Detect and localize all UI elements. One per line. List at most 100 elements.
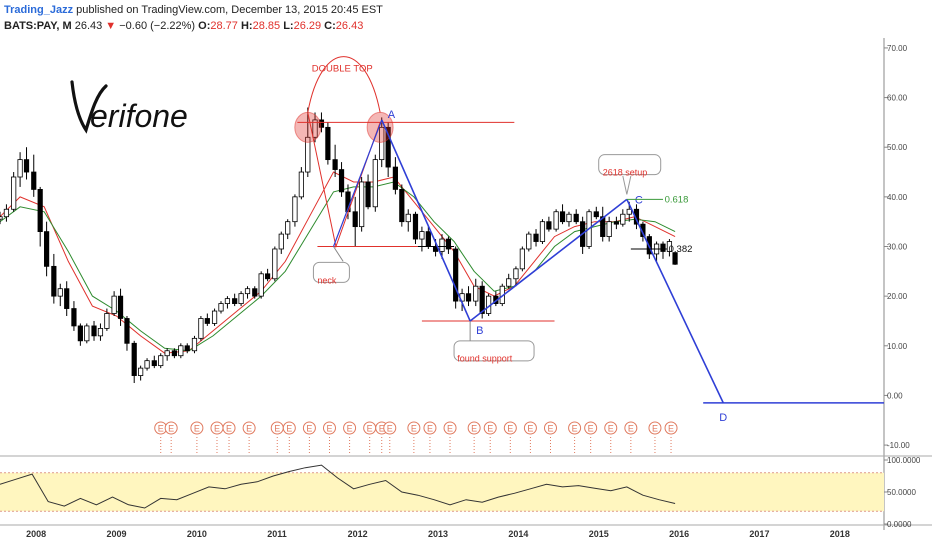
event-badge-label: E <box>194 424 200 434</box>
verifone-logo: erifone <box>70 80 188 134</box>
point-b-label: B <box>476 325 483 337</box>
fib-618-label: 0.618 <box>665 194 689 205</box>
candle-down <box>31 171 37 190</box>
candle-up <box>272 248 278 280</box>
event-badge-label: E <box>668 424 674 434</box>
open-value: 28.77 <box>210 20 238 32</box>
event-badge <box>164 421 178 435</box>
candle-up <box>566 213 572 223</box>
candle-down <box>412 213 419 240</box>
candle-up <box>158 355 164 367</box>
event-badge-label: E <box>326 424 332 434</box>
event-badge-label: E <box>507 424 513 434</box>
candle-up <box>211 310 218 324</box>
candle-down <box>332 159 338 170</box>
candle-down <box>399 189 405 223</box>
time-tick-label: 2016 <box>669 529 689 539</box>
time-tick-label: 2014 <box>508 529 528 539</box>
candle-down <box>151 360 157 367</box>
candle-up <box>379 126 385 161</box>
candle-down <box>600 216 606 237</box>
candle-down <box>533 233 539 242</box>
candle-up <box>526 233 532 250</box>
candle-down <box>425 231 431 247</box>
candle-down <box>91 325 97 337</box>
candle-down <box>232 298 238 304</box>
oscillator-tick-label: 0.0000 <box>887 520 912 529</box>
low-label: L: <box>283 20 294 32</box>
event-badge-label: E <box>527 424 533 434</box>
double-top-marker-1 <box>294 111 322 143</box>
candle-up <box>285 221 291 235</box>
candle-down <box>318 119 325 128</box>
event-badge-label: E <box>588 424 594 434</box>
event-badge <box>322 421 336 435</box>
oscillator-tick-label: 50.0000 <box>887 488 916 497</box>
candle-up <box>3 208 10 218</box>
candle-up <box>473 285 479 302</box>
candle-down <box>445 238 452 250</box>
candle-down <box>64 288 70 309</box>
chart-header: Trading_Jazz published on TradingView.co… <box>0 0 932 36</box>
candle-up <box>372 159 378 208</box>
event-badge <box>222 421 236 435</box>
candle-down <box>171 350 177 357</box>
price-axis: 70.00 60.00 50.00 40.00 30.00 20.00 10.00 0.00 -… <box>884 44 921 529</box>
candle-up <box>0 216 3 220</box>
low-value: 26.29 <box>293 20 322 32</box>
candle-up <box>419 231 425 240</box>
candle-up <box>97 328 104 337</box>
time-tick-label: 2015 <box>589 529 609 539</box>
author-link[interactable]: Trading_Jazz <box>4 4 74 16</box>
candle-down <box>131 342 137 376</box>
event-badge <box>423 421 437 435</box>
candle-up <box>57 288 63 297</box>
event-badge <box>302 421 316 435</box>
candle-up <box>439 238 445 252</box>
time-tick-label: 2012 <box>348 529 368 539</box>
event-badge <box>568 421 582 435</box>
candle-up <box>11 176 17 210</box>
candle-down <box>660 243 666 252</box>
symbol-line: BATS:PAY, M 26.43 ▼ −0.60 (−2.22%) O:28.… <box>4 20 363 32</box>
change-arrow-icon: ▼ <box>105 20 117 32</box>
oscillator-tick-label: 100.0000 <box>887 456 921 465</box>
setup-callout-pointer <box>622 175 632 195</box>
candle-up <box>258 273 264 297</box>
candle-down <box>465 293 472 302</box>
time-tick-label: 2011 <box>267 529 287 539</box>
candle-down <box>593 211 599 218</box>
symbol-label[interactable]: BATS:PAY, M <box>4 20 72 32</box>
candle-up <box>191 337 198 352</box>
candle-up <box>104 313 110 329</box>
candle-down <box>124 318 130 344</box>
price-tick-label: 70.00 <box>887 44 908 53</box>
publish-line: Trading_Jazz published on TradingView.co… <box>4 4 383 16</box>
candle-down <box>672 252 678 265</box>
event-badge <box>543 421 557 435</box>
close-value: 26.43 <box>335 20 364 32</box>
candle-up <box>244 288 251 295</box>
price-tick-label: 0.00 <box>887 391 903 400</box>
price-tick-label: 20.00 <box>887 292 908 301</box>
event-badge <box>282 421 296 435</box>
candle-up <box>292 196 298 223</box>
setup-callout-box <box>598 154 662 176</box>
price-tick-label: 50.00 <box>887 143 908 152</box>
event-badge <box>467 421 481 435</box>
event-badge-label: E <box>411 424 417 434</box>
point-a-label: A <box>388 109 396 121</box>
event-badge-label: E <box>168 424 174 434</box>
time-tick-label: 2009 <box>107 529 127 539</box>
event-badge-label: E <box>447 424 453 434</box>
event-badge-label: E <box>608 424 614 434</box>
close-label: C: <box>324 20 336 32</box>
event-badge-label: E <box>367 424 373 434</box>
event-badge-label: E <box>347 424 353 434</box>
candle-up <box>305 136 311 173</box>
candle-up <box>111 295 117 314</box>
candle-up <box>298 171 304 198</box>
event-badge <box>383 421 397 435</box>
open-label: O: <box>198 20 211 32</box>
